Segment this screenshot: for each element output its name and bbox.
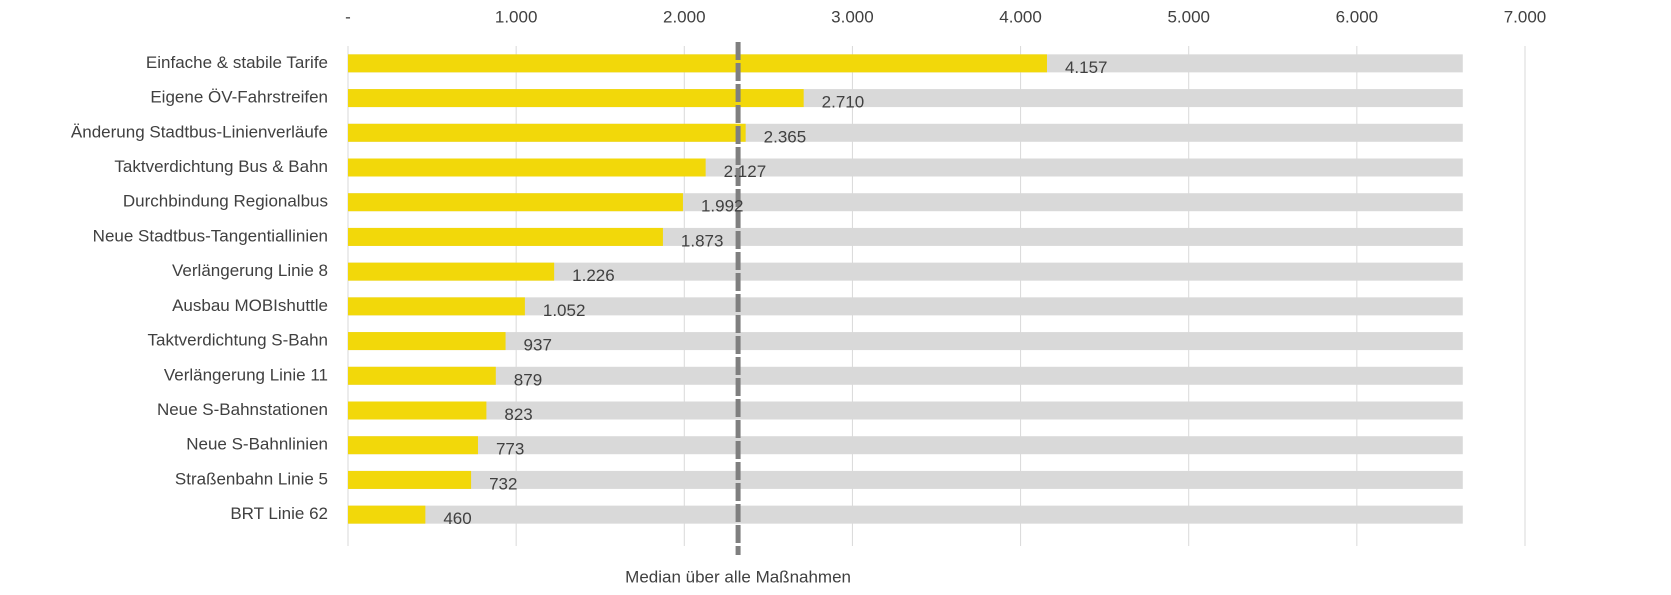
data-label: 823 — [504, 405, 532, 424]
bar — [348, 332, 506, 351]
y-tick-label: Durchbindung Regionalbus — [123, 192, 328, 211]
data-label: 2.710 — [822, 93, 865, 112]
y-tick-label: Verlängerung Linie 11 — [164, 365, 328, 384]
track-bar — [348, 436, 1463, 455]
bar — [348, 54, 1047, 73]
x-tick-label: 2.000 — [663, 7, 706, 26]
data-label: 773 — [496, 440, 524, 459]
bar — [348, 227, 663, 246]
y-tick-label: Taktverdichtung S-Bahn — [148, 331, 329, 350]
data-label: 732 — [489, 474, 517, 493]
y-tick-label: Ausbau MOBIshuttle — [172, 296, 328, 315]
y-tick-label: Änderung Stadtbus-Linienverläufe — [71, 122, 328, 141]
x-tick-label: 3.000 — [831, 7, 874, 26]
data-label: 460 — [443, 509, 471, 528]
bar — [348, 436, 478, 455]
bar — [348, 262, 555, 281]
x-tick-label: 5.000 — [1167, 7, 1210, 26]
x-tick-label: 6.000 — [1336, 7, 1379, 26]
track-bar — [348, 297, 1463, 316]
track-bar — [348, 505, 1463, 524]
bar — [348, 470, 472, 489]
track-bar — [348, 470, 1463, 489]
data-label: 1.992 — [701, 197, 744, 216]
data-label: 1.226 — [572, 266, 615, 285]
x-tick-label: 4.000 — [999, 7, 1042, 26]
data-label: 879 — [514, 370, 542, 389]
x-tick-label: 1.000 — [495, 7, 538, 26]
bar — [348, 505, 426, 524]
bar — [348, 366, 496, 385]
y-tick-label: Straßenbahn Linie 5 — [175, 469, 328, 488]
data-label: 2.127 — [724, 162, 767, 181]
y-tick-label: Neue S-Bahnlinien — [186, 435, 328, 454]
bar — [348, 297, 525, 316]
bar — [348, 89, 804, 108]
x-tick-label: - — [345, 7, 351, 26]
track-bar — [348, 401, 1463, 420]
data-label: 4.157 — [1065, 58, 1108, 77]
y-tick-label: Einfache & stabile Tarife — [146, 53, 328, 72]
x-tick-label: 7.000 — [1504, 7, 1547, 26]
y-tick-label: Eigene ÖV-Fahrstreifen — [150, 88, 328, 107]
bar — [348, 193, 683, 212]
median-label: Median über alle Maßnahmen — [625, 567, 851, 586]
y-tick-label: Verlängerung Linie 8 — [172, 261, 328, 280]
data-label: 2.365 — [764, 127, 807, 146]
bar — [348, 123, 746, 142]
track-bar — [348, 366, 1463, 385]
data-label: 937 — [524, 336, 552, 355]
y-tick-label: Neue S-Bahnstationen — [157, 400, 328, 419]
y-tick-label: BRT Linie 62 — [230, 504, 328, 523]
data-label: 1.052 — [543, 301, 586, 320]
bar — [348, 401, 487, 420]
y-tick-label: Taktverdichtung Bus & Bahn — [114, 157, 328, 176]
data-label: 1.873 — [681, 231, 724, 250]
bar — [348, 158, 706, 177]
y-tick-label: Neue Stadtbus-Tangentiallinien — [93, 226, 328, 245]
track-bar — [348, 332, 1463, 351]
track-bar — [348, 262, 1463, 281]
